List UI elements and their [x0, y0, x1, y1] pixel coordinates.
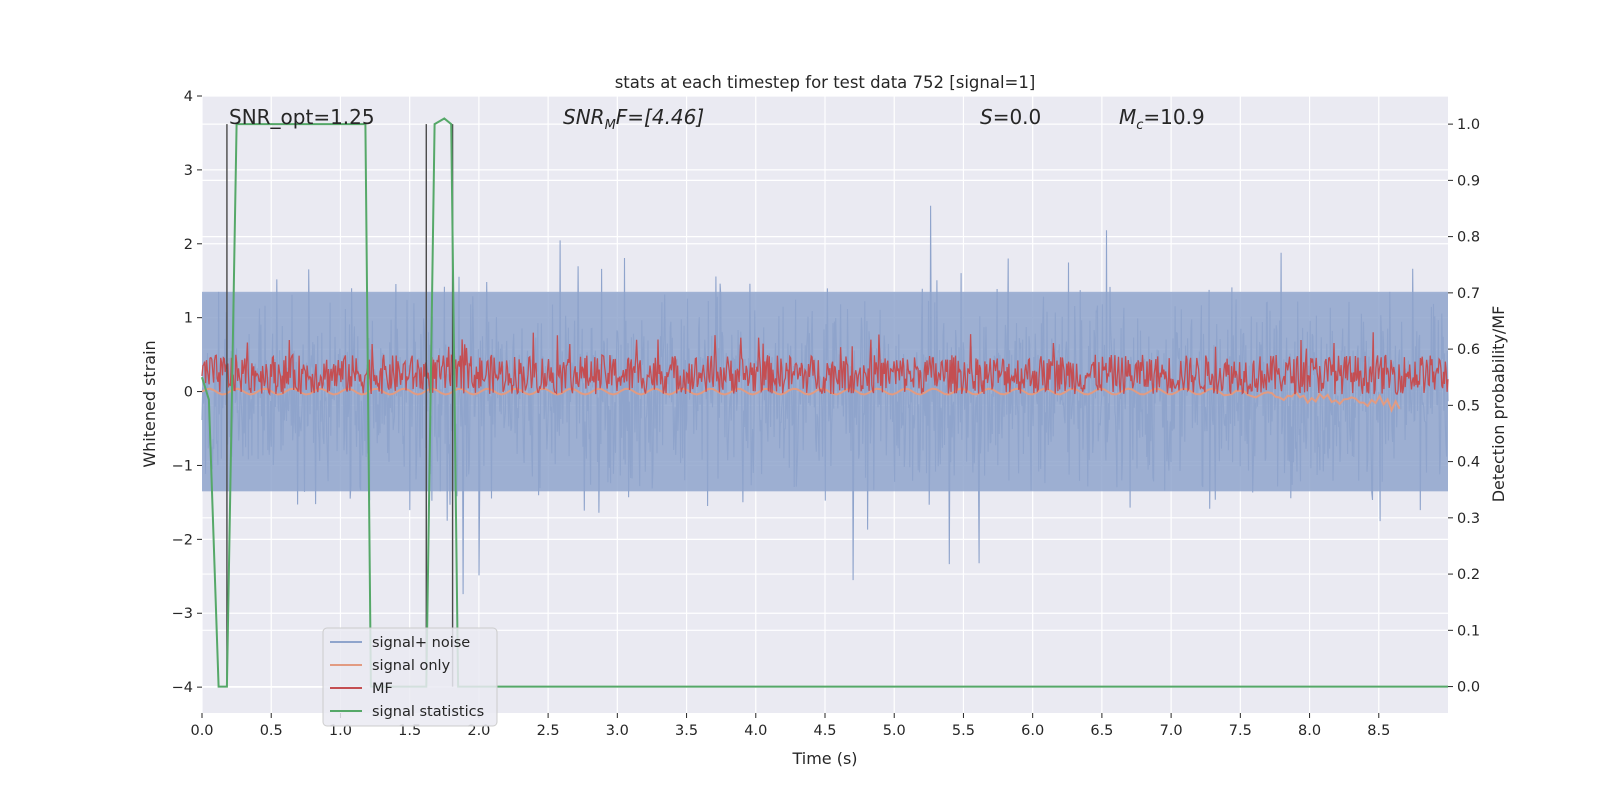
signal-only-line [201, 387, 1401, 413]
y-left-tick-label: 4 [184, 89, 193, 105]
signal-noise-line [201, 205, 1449, 595]
mc-rest: =10.9 [1143, 105, 1204, 129]
y-left-tick-label: 3 [184, 163, 193, 179]
legend: signal+ noise signal only MF signal stat… [322, 627, 498, 727]
y-right-tick-label: 0.3 [1457, 511, 1480, 527]
x-tick-label: 6.0 [1021, 723, 1044, 739]
y-right-tick-label: 0.5 [1457, 398, 1480, 414]
y-right-tick-label: 0.9 [1457, 173, 1480, 189]
y-right-tick-label: 0.2 [1457, 567, 1480, 583]
x-tick-label: 8.5 [1367, 723, 1390, 739]
mc-sub: c [1136, 118, 1143, 133]
legend-label-signal-statistics: signal statistics [372, 704, 484, 720]
snr-mf-sub: M [605, 118, 616, 133]
mf-line [201, 332, 1449, 397]
x-tick-label: 8.0 [1298, 723, 1321, 739]
y-right-tick-label: 0.6 [1457, 342, 1480, 358]
annotation-snr-mf: SNRMF=[4.46] [563, 105, 704, 133]
y-left-tick-label: −3 [172, 606, 193, 622]
y-right-tick-label: 0.8 [1457, 230, 1480, 246]
x-tick-label: 3.5 [675, 723, 698, 739]
y-left-tick-label: −2 [172, 532, 193, 548]
x-tick-label: 6.5 [1090, 723, 1113, 739]
x-tick-label: 7.0 [1160, 723, 1183, 739]
y-right-tick-label: 0.1 [1457, 623, 1480, 639]
legend-label-mf: MF [372, 681, 393, 697]
y-left-tick-label: 1 [184, 311, 193, 327]
y-right-tick-label: 0.7 [1457, 286, 1480, 302]
y-axis-label-left: Whitened strain [140, 340, 159, 467]
s-rest: =0.0 [993, 105, 1042, 129]
annotation-snr-opt: SNR_opt=1.25 [229, 105, 375, 129]
annotation-s: S=0.0 [980, 105, 1041, 129]
x-tick-label: 4.5 [813, 723, 836, 739]
y-right-tick-label: 0.0 [1457, 680, 1480, 696]
x-tick-label: 4.0 [744, 723, 767, 739]
y-left-tick-label: −4 [172, 680, 193, 696]
y-right-tick-layer: 1.0 0.9 0.8 0.7 0.6 0.5 0.4 0.3 0.2 0.1 0.0 [1448, 117, 1480, 696]
x-tick-label: 5.5 [952, 723, 975, 739]
y-right-tick-label: 1.0 [1457, 117, 1480, 133]
y-axis-label-right: Detection probability/MF [1489, 306, 1508, 503]
x-tick-label: 7.5 [1229, 723, 1252, 739]
x-tick-label: 0.0 [190, 723, 213, 739]
signal-only-layer [201, 387, 1401, 413]
x-tick-label: 3.0 [606, 723, 629, 739]
annotation-mc: Mc=10.9 [1119, 105, 1205, 133]
snr-mf-base: SNR [563, 105, 605, 129]
y-left-tick-layer: 4 3 2 1 0 −1 −2 −3 −4 [172, 89, 202, 696]
x-tick-label: 5.0 [883, 723, 906, 739]
y-right-tick-label: 0.4 [1457, 455, 1480, 471]
x-tick-label: 0.5 [260, 723, 283, 739]
snr-mf-rest: F=[4.46] [616, 105, 704, 129]
y-left-tick-label: 2 [184, 237, 193, 253]
x-tick-label: 2.0 [467, 723, 490, 739]
mf-layer [201, 332, 1449, 397]
legend-label-signal-only: signal only [372, 658, 451, 674]
mc-base: M [1119, 105, 1136, 129]
legend-label-signal-noise: signal+ noise [372, 635, 470, 651]
x-tick-label: 1.5 [398, 723, 421, 739]
x-tick-layer: 0.0 0.5 1.0 1.5 2.0 2.5 3.0 3.5 4.0 4.5 5.0 5.5 6.0 6… [190, 713, 1390, 739]
legend-box [322, 627, 498, 727]
x-tick-label: 1.0 [329, 723, 352, 739]
y-left-tick-label: −1 [172, 458, 193, 474]
x-axis-label: Time (s) [791, 749, 857, 768]
chart-title: stats at each timestep for test data 752… [615, 73, 1036, 92]
y-left-tick-label: 0 [184, 385, 193, 401]
s-base: S [980, 105, 993, 129]
x-tick-label: 2.5 [537, 723, 560, 739]
